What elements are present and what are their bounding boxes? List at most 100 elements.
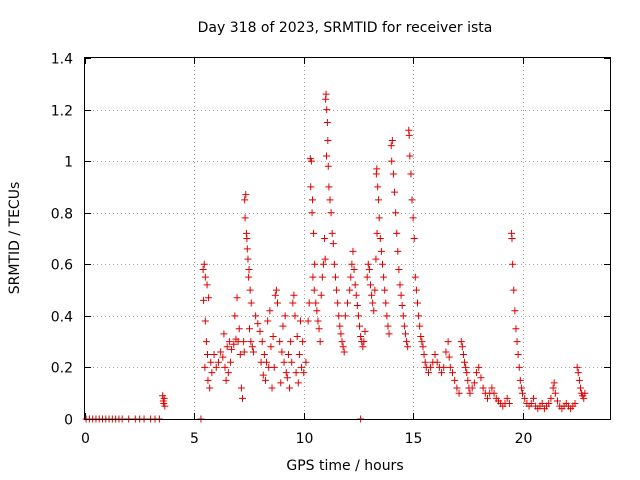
data-point — [231, 312, 239, 320]
y-tick-label: 0.8 — [51, 207, 73, 223]
data-point — [348, 260, 356, 268]
data-point — [220, 330, 228, 338]
data-point — [269, 332, 277, 340]
data-point — [408, 196, 416, 204]
data-point — [318, 273, 326, 281]
data-point — [360, 338, 368, 346]
data-point — [279, 322, 287, 330]
data-point — [538, 400, 546, 408]
data-point — [353, 302, 361, 310]
data-point — [319, 260, 327, 268]
data-point — [284, 351, 292, 359]
data-point — [503, 394, 511, 402]
data-point — [571, 400, 579, 408]
data-point — [278, 348, 286, 356]
axis-ticks — [85, 58, 610, 420]
data-point — [223, 343, 231, 351]
data-point — [376, 235, 384, 242]
data-point — [221, 363, 229, 371]
data-point — [515, 363, 523, 371]
data-point — [287, 338, 295, 346]
data-point — [267, 343, 275, 351]
data-point — [446, 363, 454, 371]
data-point — [438, 369, 446, 377]
tick-labels: 0 0.2 0.4 0.6 0.8 1 1.2 1.4 0 5 10 15 20 — [51, 52, 533, 448]
data-point — [453, 384, 461, 392]
data-point — [208, 369, 216, 377]
data-point — [374, 183, 382, 191]
data-point — [512, 325, 520, 333]
data-point — [414, 299, 421, 307]
data-point — [212, 363, 220, 371]
data-point — [549, 384, 557, 392]
data-point — [399, 312, 407, 320]
data-point — [207, 358, 215, 366]
data-point — [400, 322, 408, 330]
data-point — [477, 374, 485, 382]
data-point — [256, 327, 264, 335]
data-point — [314, 317, 322, 325]
data-point — [203, 281, 211, 289]
data-point — [354, 312, 362, 320]
chart-title: Day 318 of 2023, SRMTID for receiver ist… — [198, 20, 493, 36]
data-point — [381, 286, 389, 294]
data-point — [382, 299, 390, 307]
data-point — [339, 343, 347, 351]
data-point — [440, 363, 448, 371]
data-point — [375, 196, 383, 204]
data-point — [383, 312, 391, 320]
data-point — [239, 394, 246, 402]
data-point — [305, 299, 313, 307]
data-point — [394, 247, 402, 255]
data-point — [455, 389, 463, 397]
x-tick-label: 5 — [190, 431, 199, 447]
data-point — [509, 260, 517, 268]
data-point — [461, 358, 469, 366]
data-point — [237, 384, 245, 392]
data-point — [387, 142, 395, 150]
data-point — [309, 273, 317, 281]
data-point — [550, 379, 558, 387]
data-point — [351, 281, 359, 289]
data-point — [361, 327, 369, 335]
data-point — [325, 183, 333, 191]
data-point — [260, 351, 268, 359]
data-point — [240, 348, 248, 356]
data-point — [337, 330, 345, 338]
data-point — [219, 353, 227, 361]
y-tick-label: 0.6 — [51, 258, 73, 274]
data-point — [410, 235, 418, 242]
data-point — [484, 394, 491, 402]
data-point — [421, 358, 429, 366]
data-point — [199, 265, 207, 273]
data-point — [380, 273, 388, 281]
data-point — [417, 332, 425, 340]
data-point — [214, 358, 222, 366]
data-point — [299, 338, 307, 346]
data-point — [335, 312, 343, 320]
data-point — [316, 338, 324, 346]
x-tick-label: 0 — [81, 431, 90, 447]
data-point — [349, 247, 357, 255]
data-point — [323, 118, 331, 126]
data-point — [363, 273, 371, 281]
data-point — [243, 245, 251, 253]
data-point — [161, 402, 169, 410]
data-point — [268, 384, 276, 392]
data-point — [321, 235, 329, 242]
data-point — [458, 343, 466, 351]
data-point — [201, 317, 209, 325]
data-point — [323, 152, 330, 160]
data-point — [315, 325, 323, 333]
data-point — [309, 196, 316, 204]
data-point — [352, 291, 360, 299]
data-point — [457, 338, 465, 346]
data-point — [261, 376, 269, 384]
data-point — [505, 400, 513, 408]
data-point — [347, 273, 355, 281]
data-point — [418, 338, 426, 346]
data-point — [322, 90, 330, 98]
data-point — [516, 376, 524, 384]
data-point — [304, 317, 312, 325]
data-point — [424, 369, 432, 377]
